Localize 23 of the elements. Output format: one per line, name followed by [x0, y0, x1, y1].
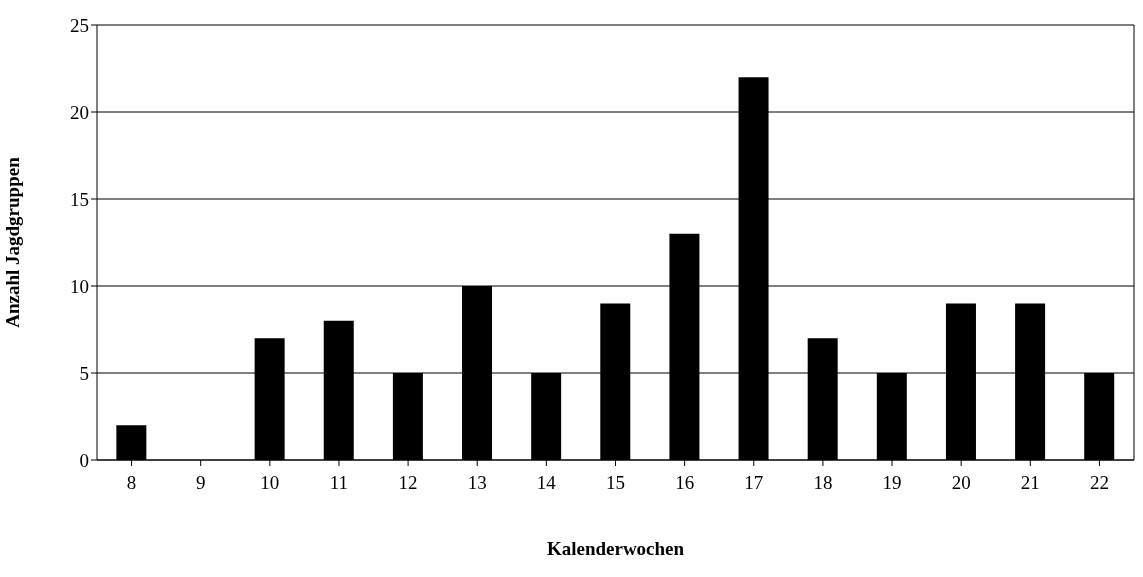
x-tick-label: 8 — [126, 472, 137, 494]
x-axis-title: Kalenderwochen — [546, 538, 685, 559]
x-tick-label: 12 — [398, 472, 418, 494]
x-tick-label: 16 — [675, 472, 695, 494]
x-tick-label: 17 — [744, 472, 764, 494]
x-tick-label: 11 — [329, 472, 349, 494]
x-tick-label: 13 — [467, 472, 487, 494]
x-tick-label: 9 — [195, 472, 206, 494]
y-tick-label: 5 — [79, 362, 89, 384]
y-tick-label: 20 — [70, 101, 89, 123]
x-tick-label: 14 — [536, 472, 557, 494]
x-tick-label: 10 — [260, 472, 280, 494]
x-tick-label: 22 — [1089, 472, 1109, 494]
x-tick-label: 21 — [1020, 472, 1040, 494]
x-tick-label: 18 — [813, 472, 833, 494]
y-axis-title: Anzahl Jagdgruppen — [1, 156, 23, 328]
y-tick-label: 25 — [70, 14, 89, 36]
y-tick-label: 10 — [70, 275, 89, 297]
x-tick-label: 20 — [951, 472, 971, 494]
y-tick-label: 15 — [70, 188, 89, 210]
x-tick-label: 19 — [882, 472, 902, 494]
y-tick-label: 0 — [79, 449, 89, 471]
x-tick-label: 15 — [606, 472, 625, 494]
